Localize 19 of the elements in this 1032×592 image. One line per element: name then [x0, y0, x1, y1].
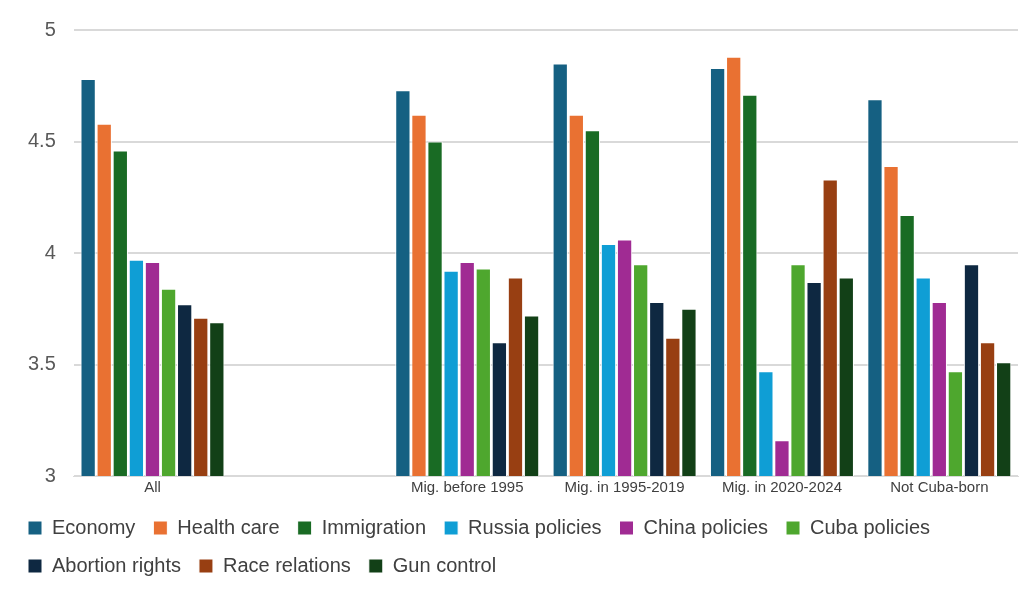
x-tick-label: Mig. in 1995-2019	[564, 478, 685, 496]
legend-label: China policies	[643, 515, 769, 538]
legend-label: Health care	[177, 515, 280, 538]
x-tick-label: Mig. in 2020-2024	[721, 478, 842, 496]
y-tick-label: 3	[44, 463, 56, 486]
legend-label: Race relations	[222, 553, 351, 576]
legend-label: Gun control	[392, 553, 497, 576]
x-tick-label: Mig. before 1995	[410, 478, 524, 496]
y-tick-label: 4.5	[27, 129, 56, 152]
x-tick-label: Not Cuba-born	[890, 478, 989, 496]
y-tick-label: 3.5	[27, 352, 56, 375]
legend-label: Russia policies	[468, 515, 602, 538]
legend-label: Immigration	[321, 515, 427, 538]
y-tick-label: 4	[44, 240, 56, 263]
legend-label: Abortion rights	[52, 553, 181, 576]
x-tick-label: All	[144, 478, 161, 496]
legend-label: Economy	[52, 515, 136, 538]
y-tick-label: 5	[44, 17, 56, 40]
legend-label: Cuba policies	[810, 515, 931, 538]
